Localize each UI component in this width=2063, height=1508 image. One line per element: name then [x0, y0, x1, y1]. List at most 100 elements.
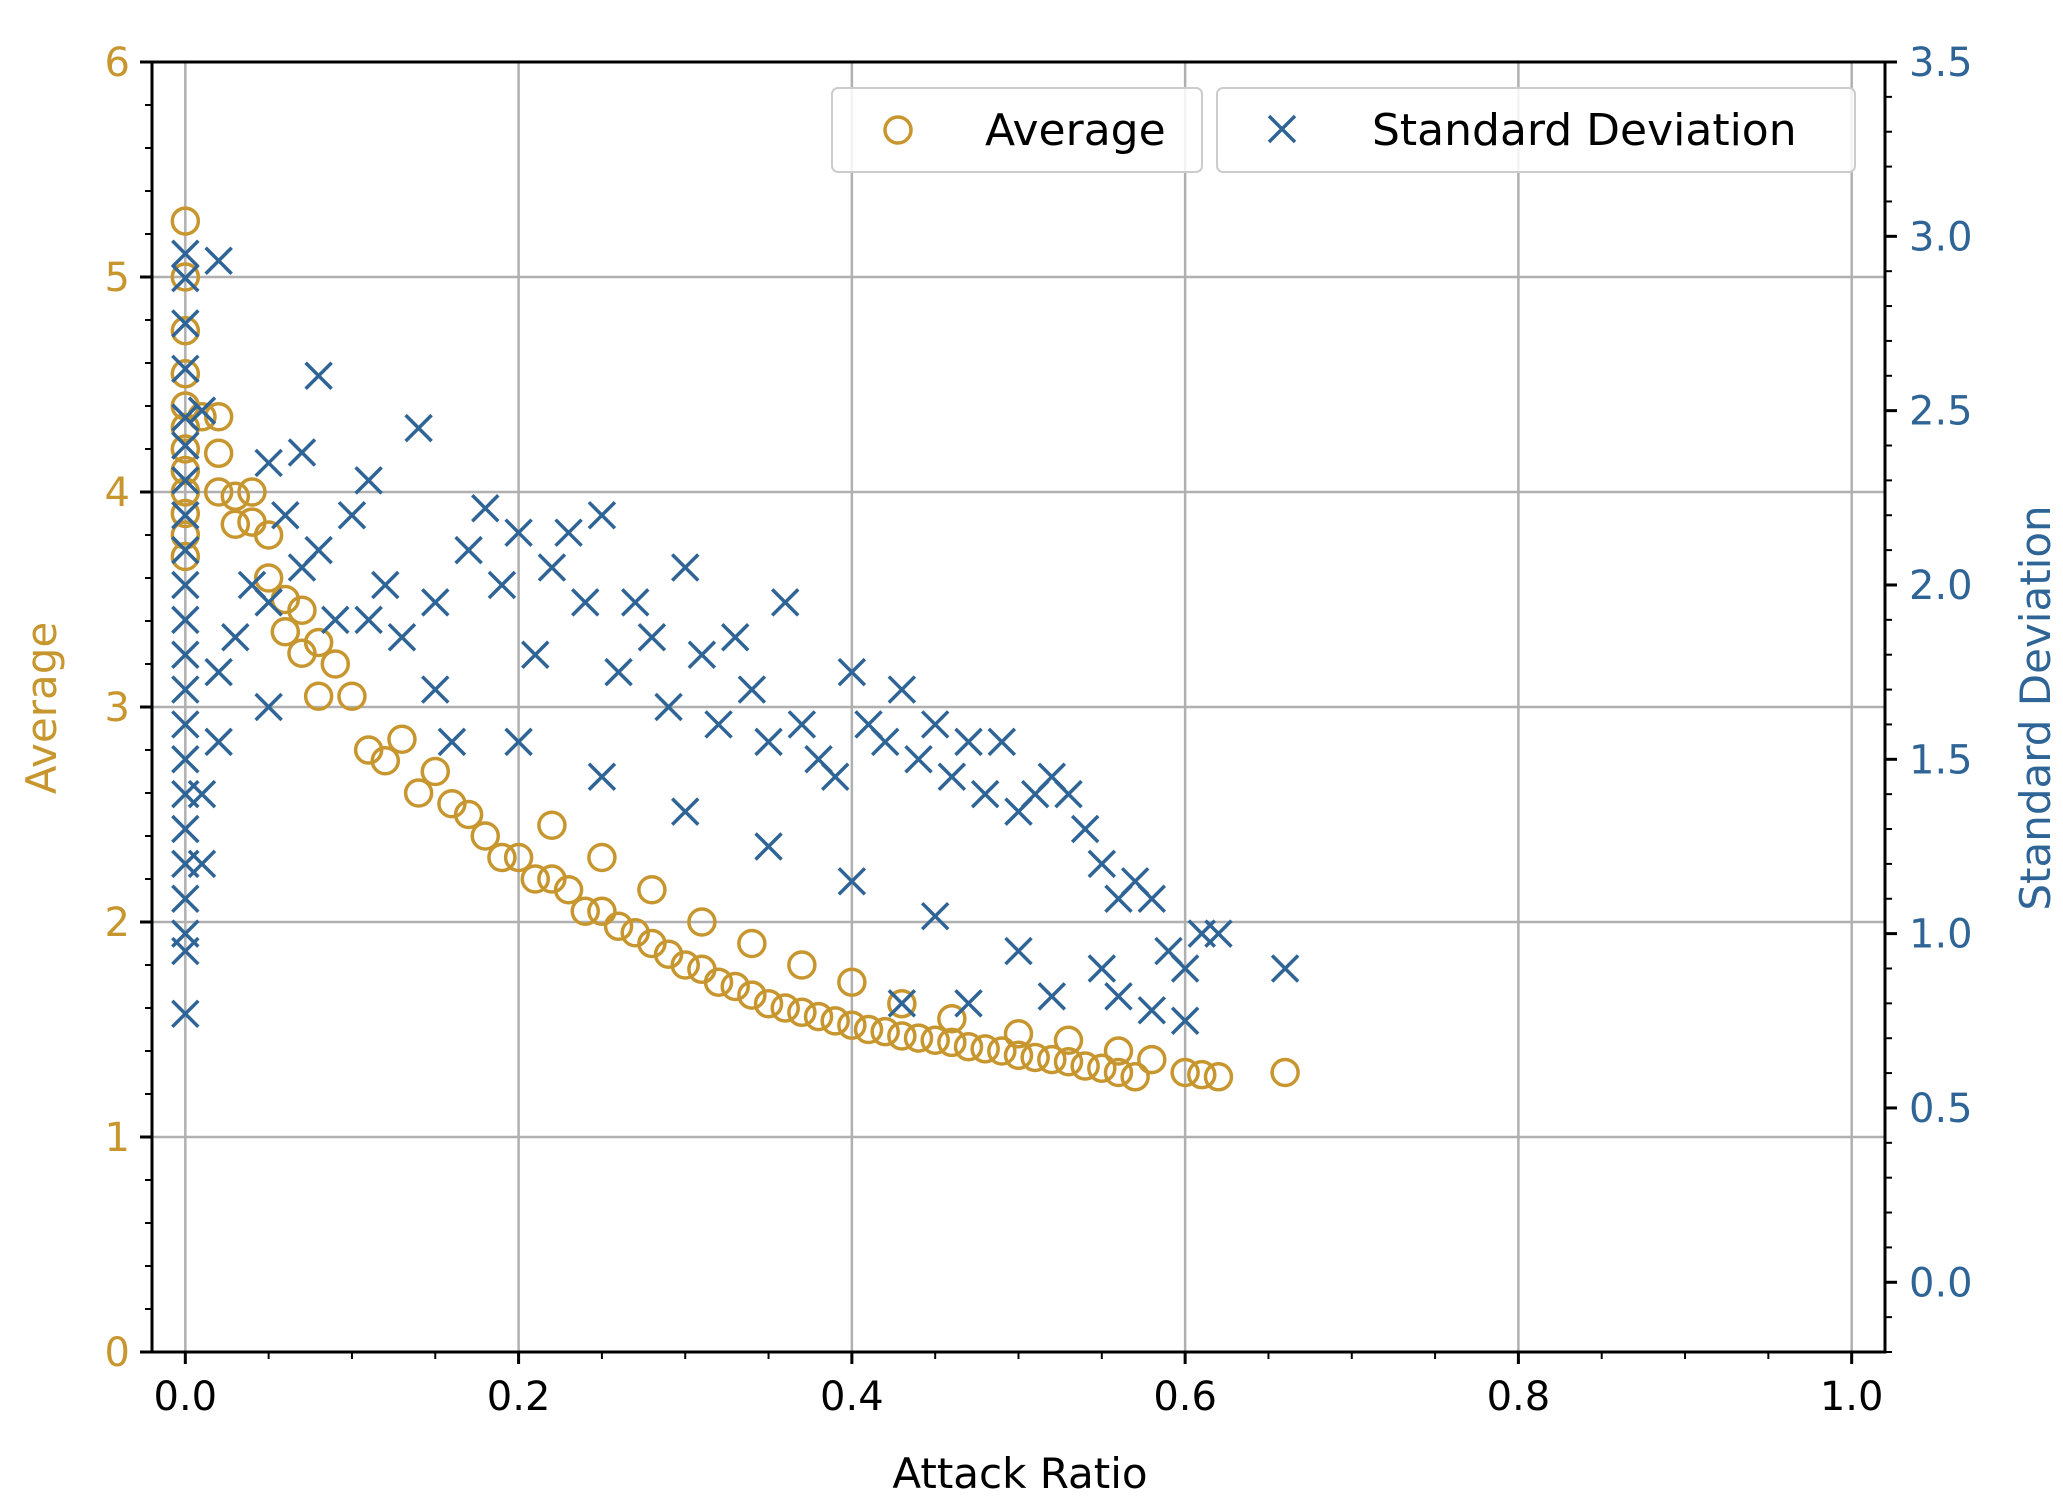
average-point-58: [820, 1006, 850, 1036]
y-right-tick-label-7: 3.5: [1909, 40, 1973, 86]
std-point-22: [187, 396, 217, 425]
y-left-tick-label-0: 0: [105, 1330, 130, 1376]
average-point-55: [770, 993, 800, 1023]
std-point-59: [654, 692, 683, 722]
std-point-85: [1087, 849, 1117, 879]
average-point-38: [487, 842, 517, 873]
average-point-40: [520, 864, 551, 894]
average-point-17: [220, 509, 251, 539]
average-point-82: [537, 810, 567, 840]
std-point-23: [187, 779, 217, 809]
std-point-84: [1070, 814, 1100, 844]
std-point-76: [937, 762, 967, 791]
std-point-75: [920, 710, 950, 739]
average-point-91: [1003, 1019, 1034, 1049]
average-point-73: [1070, 1051, 1100, 1081]
std-point-92: [1204, 919, 1233, 948]
average-point-59: [837, 1010, 867, 1040]
average-point-24: [287, 595, 317, 625]
average-point-3: [170, 359, 201, 389]
y-left-tick-label-5: 5: [105, 255, 130, 301]
std-point-31: [254, 588, 283, 617]
std-point-32: [254, 692, 283, 722]
average-point-56: [787, 997, 817, 1028]
std-point-7: [171, 501, 200, 530]
average-point-85: [687, 907, 717, 937]
average-point-66: [953, 1031, 984, 1062]
std-point-94: [1270, 954, 1300, 983]
average-point-12: [187, 402, 217, 432]
average-point-33: [403, 778, 434, 808]
average-point-23: [270, 617, 301, 647]
tick-labels: 0.0 0.2 0.4 0.6 0.8 1.0 0 1 2 3 4 5 6 0.0 0.5 1.0 1.5 2.0…: [105, 40, 1973, 1420]
std-point-101: [920, 901, 950, 931]
average-point-29: [337, 681, 367, 711]
std-point-105: [954, 989, 983, 1018]
std-point-4: [171, 403, 200, 432]
std-point-9: [171, 570, 200, 600]
y-axis-right-label: Standard Deviation: [2011, 505, 2060, 910]
average-point-79: [1187, 1059, 1217, 1090]
axes: [140, 60, 1897, 1364]
standard-deviation-series: [171, 239, 1300, 1036]
std-point-49: [487, 570, 517, 600]
average-point-74: [1087, 1053, 1117, 1083]
y-right-tick-label-1: 0.5: [1909, 1086, 1973, 1132]
legend: Average Standard Deviation: [831, 87, 1856, 173]
legend-label-std: Standard Deviation: [1372, 105, 1797, 156]
average-point-64: [920, 1025, 950, 1055]
legend-box-std: [1216, 87, 1856, 173]
average-point-88: [837, 967, 867, 997]
average-point-26: [303, 627, 334, 658]
x-axis-label: Attack Ratio: [892, 1449, 1147, 1498]
std-point-30: [254, 448, 283, 478]
std-point-73: [887, 675, 917, 704]
average-point-1: [170, 262, 201, 292]
average-point-28: [320, 649, 351, 679]
average-point-7: [170, 455, 201, 486]
x-tick-label-5: 1.0: [1820, 1374, 1884, 1420]
std-point-88: [1137, 884, 1167, 913]
x-tick-label-2: 0.4: [820, 1374, 884, 1420]
average-point-87: [787, 950, 817, 980]
average-series: [170, 206, 1300, 1092]
average-point-11: [170, 541, 201, 572]
average-point-75: [1103, 1057, 1134, 1088]
average-point-83: [587, 842, 617, 873]
average-point-15: [203, 477, 234, 507]
y-right-tick-label-5: 2.5: [1909, 389, 1973, 435]
average-point-90: [937, 1004, 967, 1034]
average-point-32: [387, 724, 417, 754]
average-point-89: [887, 988, 917, 1019]
std-point-55: [587, 501, 617, 530]
average-point-67: [970, 1034, 1000, 1064]
average-point-51: [703, 967, 734, 997]
std-point-25: [204, 246, 233, 275]
std-point-54: [571, 588, 600, 617]
average-point-80: [1203, 1062, 1234, 1092]
std-point-2: [171, 309, 200, 338]
y-left-tick-label-4: 4: [105, 470, 130, 516]
std-point-102: [1004, 936, 1033, 966]
std-point-56: [604, 657, 633, 687]
std-point-103: [1087, 954, 1117, 983]
x-tick-label-4: 0.8: [1487, 1374, 1551, 1420]
std-point-26: [204, 657, 233, 687]
y-left-tick-label-6: 6: [105, 40, 130, 86]
legend-box-average: [831, 87, 1203, 173]
average-point-57: [803, 1001, 834, 1032]
average-point-69: [1003, 1040, 1034, 1071]
average-point-76: [1120, 1062, 1150, 1092]
average-point-2: [170, 316, 201, 346]
std-point-10: [171, 605, 200, 635]
average-point-92: [1053, 1025, 1084, 1055]
average-point-6: [170, 434, 201, 464]
std-point-6: [171, 466, 200, 495]
std-point-53: [554, 518, 583, 547]
std-point-34: [287, 438, 317, 467]
std-point-50: [504, 518, 533, 547]
std-point-46: [437, 727, 467, 757]
average-point-16: [220, 481, 251, 512]
average-point-45: [603, 911, 634, 942]
